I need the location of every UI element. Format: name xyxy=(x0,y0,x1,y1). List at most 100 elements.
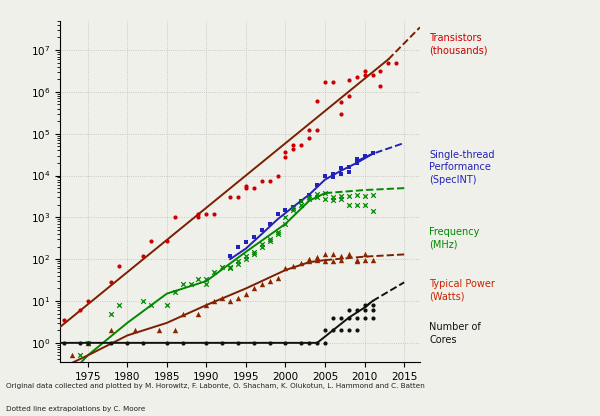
Point xyxy=(226,193,235,200)
Point xyxy=(296,197,306,204)
Point xyxy=(344,251,353,258)
Point xyxy=(336,257,346,263)
Point xyxy=(344,314,353,321)
Point xyxy=(336,111,346,118)
Point xyxy=(233,194,243,201)
Point xyxy=(336,327,346,334)
Point xyxy=(257,227,266,233)
Point xyxy=(241,253,251,259)
Point xyxy=(233,258,243,265)
Point xyxy=(75,307,85,314)
Point xyxy=(360,251,370,258)
Point xyxy=(281,214,290,220)
Point xyxy=(313,339,322,346)
Point xyxy=(186,281,196,288)
Point xyxy=(51,324,61,331)
Point xyxy=(249,251,259,258)
Point xyxy=(296,201,306,208)
Point xyxy=(241,256,251,262)
Point xyxy=(146,302,156,308)
Point xyxy=(344,307,353,314)
Point xyxy=(59,317,69,323)
Point xyxy=(344,193,353,200)
Text: Typical Power
(Watts): Typical Power (Watts) xyxy=(429,279,495,301)
Point xyxy=(281,265,290,272)
Point xyxy=(328,258,338,265)
Point xyxy=(352,160,362,166)
Point xyxy=(257,281,266,288)
Point xyxy=(51,362,61,368)
Point xyxy=(336,196,346,202)
Point xyxy=(344,163,353,170)
Text: Single-thread
Performance
(SpecINT): Single-thread Performance (SpecINT) xyxy=(429,150,494,185)
Point xyxy=(313,257,322,263)
Point xyxy=(83,339,92,346)
Point xyxy=(178,339,187,346)
Point xyxy=(249,285,259,292)
Point xyxy=(107,278,116,285)
Point xyxy=(320,190,330,196)
Point xyxy=(328,197,338,203)
Point xyxy=(162,339,172,346)
Point xyxy=(368,71,377,78)
Point xyxy=(304,196,314,202)
Point xyxy=(328,79,338,85)
Point xyxy=(336,253,346,259)
Point xyxy=(75,339,85,346)
Point xyxy=(115,302,124,308)
Point xyxy=(138,253,148,259)
Point xyxy=(328,314,338,321)
Text: Dotted line extrapolations by C. Moore: Dotted line extrapolations by C. Moore xyxy=(6,406,145,412)
Point xyxy=(344,327,353,334)
Point xyxy=(289,203,298,210)
Point xyxy=(352,258,362,265)
Point xyxy=(281,154,290,160)
Point xyxy=(265,178,274,184)
Point xyxy=(289,146,298,153)
Point xyxy=(241,185,251,191)
Point xyxy=(226,263,235,270)
Point xyxy=(336,193,346,200)
Point xyxy=(273,275,283,282)
Point xyxy=(241,183,251,190)
Point xyxy=(360,152,370,159)
Point xyxy=(368,149,377,156)
Point xyxy=(289,207,298,213)
Point xyxy=(265,278,274,285)
Point xyxy=(273,173,283,180)
Point xyxy=(352,307,362,314)
Point xyxy=(368,257,377,263)
Point xyxy=(304,135,314,142)
Point xyxy=(202,302,211,308)
Point xyxy=(265,238,274,245)
Point xyxy=(273,211,283,218)
Point xyxy=(328,171,338,177)
Point xyxy=(209,268,219,275)
Point xyxy=(344,77,353,84)
Point xyxy=(249,248,259,255)
Point xyxy=(336,314,346,321)
Text: Original data collected and plotted by M. Horowitz, F. Labonte, O. Shacham, K. O: Original data collected and plotted by M… xyxy=(6,383,425,389)
Point xyxy=(313,181,322,188)
Point xyxy=(226,253,235,259)
Point xyxy=(360,201,370,208)
Point xyxy=(320,172,330,179)
Point xyxy=(304,258,314,265)
Point xyxy=(360,302,370,308)
Point xyxy=(107,327,116,334)
Point xyxy=(273,231,283,238)
Point xyxy=(273,228,283,235)
Point xyxy=(67,352,77,359)
Point xyxy=(281,148,290,155)
Point xyxy=(217,295,227,301)
Point xyxy=(83,298,92,305)
Point xyxy=(296,260,306,267)
Point xyxy=(202,276,211,282)
Point xyxy=(170,289,179,296)
Point xyxy=(376,68,385,74)
Point xyxy=(249,185,259,191)
Point xyxy=(336,165,346,171)
Point xyxy=(352,314,362,321)
Point xyxy=(281,220,290,227)
Point xyxy=(178,310,187,317)
